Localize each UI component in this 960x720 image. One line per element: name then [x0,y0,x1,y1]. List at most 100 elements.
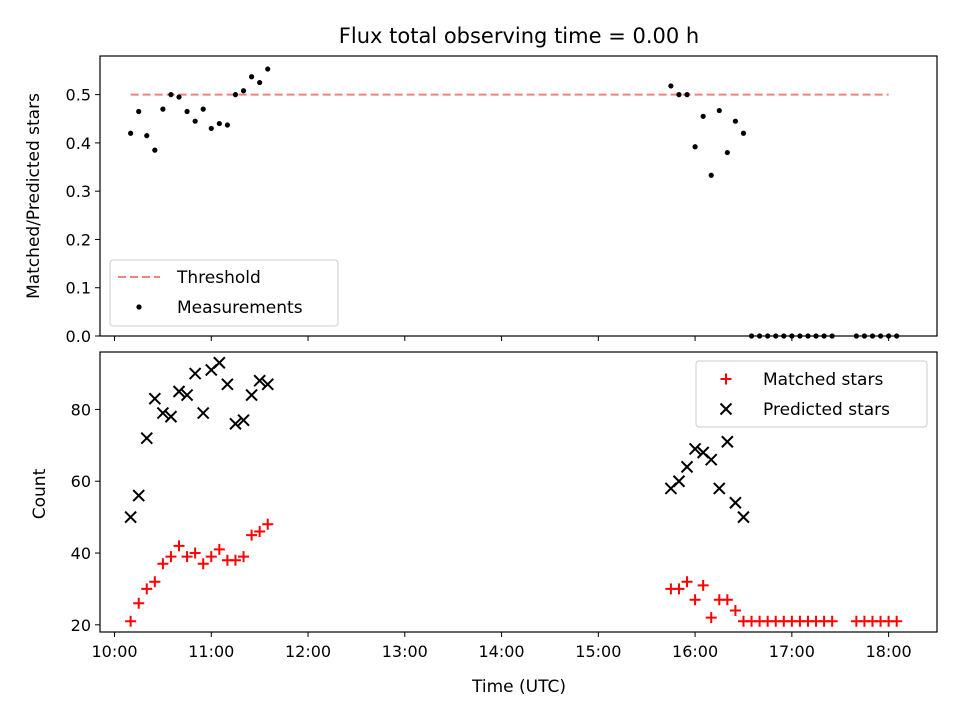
predicted-star-point [172,385,186,398]
measurement-point [208,125,214,132]
measurement-point [216,120,222,127]
measurement-point [724,149,730,156]
bottom-panel: 20 40 60 80 Matched stars Predicted stars [71,351,938,637]
matched-star-point [697,579,709,591]
measurement-point [257,79,263,86]
x-tick-label: 15:00 [575,642,621,661]
measurement-point [192,118,198,124]
matched-star-point [891,615,903,627]
x-tick-label: 13:00 [382,642,428,661]
matched-star-point [238,551,250,563]
predicted-star-point [156,406,170,420]
matched-star-point [165,551,177,563]
matched-star-point [262,518,274,530]
measurement-point [168,92,174,98]
x-axis-label: Time (UTC) [471,677,566,697]
matched-star-point [149,576,161,588]
predicted-star-point [237,413,250,427]
legend-matched-label: Matched stars [763,370,883,390]
measurement-point [684,92,690,98]
matched-star-point [246,529,258,541]
predicted-star-point [124,510,137,524]
legend: Matched stars Predicted stars [695,360,928,428]
matched-star-point [721,594,733,606]
measurement-point [232,92,239,98]
measurement-point [732,118,739,124]
x-tick-label: 10:00 [91,642,137,661]
predicted-star-point [672,475,686,488]
x-tick-label: 11:00 [188,642,234,661]
x-tick-label: 14:00 [479,642,525,661]
y-tick-label: 80 [71,400,91,419]
predicted-star-point [148,392,162,405]
measurement-point [676,92,682,98]
matched-star-point [157,558,169,570]
matched-star-point [189,547,201,559]
predicted-star-point [688,442,702,456]
axes-frame [99,55,938,337]
legend-threshold-label: Threshold [176,268,261,288]
matched-star-point [213,543,225,555]
x-tick-label: 12:00 [285,642,331,661]
legend-measurements-label: Measurements [177,298,303,318]
legend-box [695,360,928,428]
predicted-star-point [140,431,153,445]
predicted-star-point [229,417,242,431]
matched-star-point [205,551,217,563]
measurement-point [224,122,231,128]
measurement-point [128,130,134,136]
predicted-star-point [197,406,210,420]
legend-matched-swatch [720,373,732,385]
predicted-star-point [132,489,145,502]
legend-predicted-label: Predicted stars [763,400,890,420]
measurement-point [740,130,747,136]
measurement-point [265,66,271,72]
y-tick-label: 0.3 [66,182,91,201]
legend-predicted-swatch [719,402,733,416]
measurement-point [152,147,158,153]
y-tick-label: 20 [71,616,91,635]
y-tick-label: 60 [71,472,91,491]
measurement-point [160,106,166,112]
y-tick-label: 40 [71,544,91,563]
matched-star-point [229,554,241,566]
y-tick-label: 0.2 [66,230,91,249]
measurement-point [144,133,150,139]
matched-star-point [173,540,185,552]
x-tick-label: 18:00 [866,642,912,661]
series-predicted-stars [124,356,750,524]
y-tick-label: 0.0 [66,327,91,346]
y-tick-label: 0.5 [66,86,91,105]
series-matched-stars [125,518,903,627]
matched-star-point [254,525,266,537]
matched-star-point [133,597,145,609]
predicted-star-point [680,460,694,474]
predicted-star-point [721,435,734,448]
top-panel: 0.0 0.1 0.2 0.3 0.4 0.5 Threshold Measurements [66,55,938,346]
matched-star-point [681,576,693,588]
matched-star-point [125,615,137,627]
measurement-point [668,83,674,89]
predicted-star-point [713,482,726,495]
measurement-point [248,74,255,80]
matched-star-point [689,594,701,606]
measurement-point [200,106,206,112]
predicted-star-point [180,388,194,402]
x-axis-ticks: 10:00 11:00 12:00 13:00 14:00 15:00 16:00 17:00… [91,642,911,661]
y-tick-label: 0.4 [66,134,91,153]
measurement-point [708,172,714,178]
predicted-star-point [253,374,266,387]
x-tick-label: 16:00 [672,642,718,661]
matched-star-point [181,551,193,563]
measurement-point [700,113,706,119]
measurement-point [692,144,698,150]
measurement-point [240,88,247,94]
x-tick-label: 17:00 [769,642,815,661]
y-tick-label: 0.1 [66,279,91,298]
measurement-point [136,108,142,115]
predicted-star-point [213,356,226,369]
predicted-star-point [705,453,718,466]
predicted-star-point [221,378,234,391]
